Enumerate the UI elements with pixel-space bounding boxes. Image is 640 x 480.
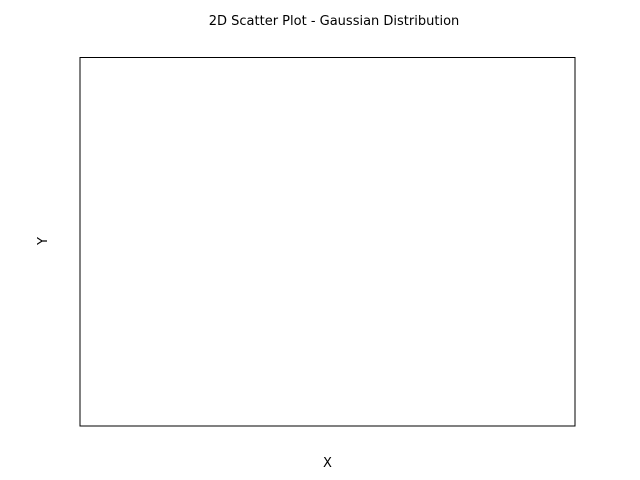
y-axis-label: Y [36, 237, 51, 246]
chart-title: 2D Scatter Plot - Gaussian Distribution [209, 14, 460, 29]
plot-area-frame [79, 57, 576, 427]
x-axis-label: X [323, 456, 332, 471]
